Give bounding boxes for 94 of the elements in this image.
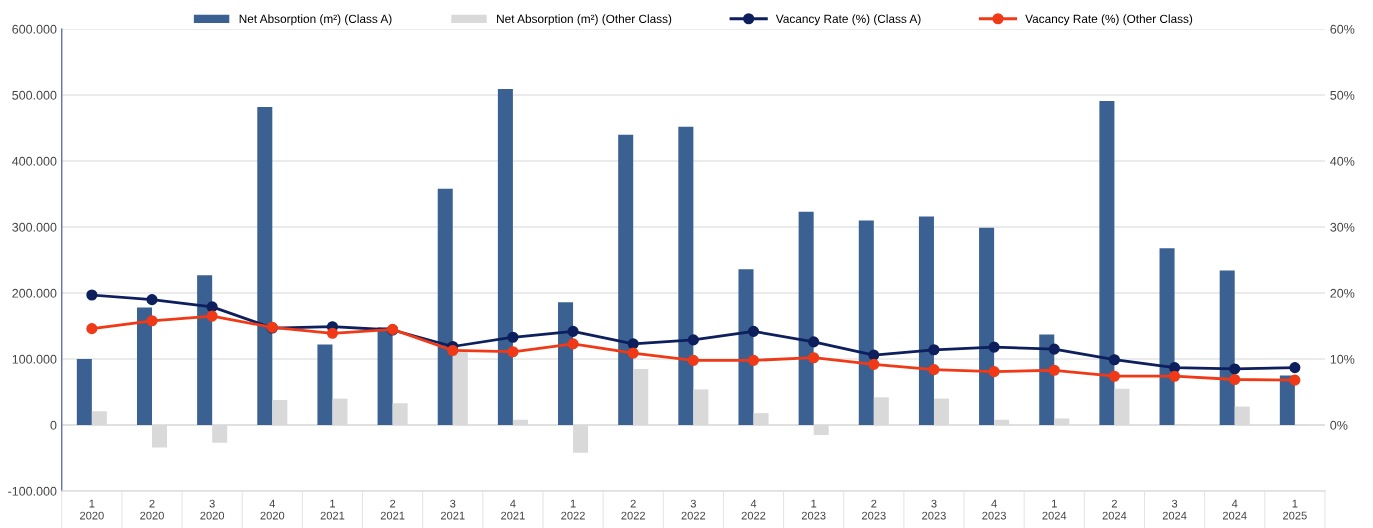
- x-tick-label: 2 2023: [862, 499, 886, 520]
- legend-label: Net Absorption (m²) (Class A): [239, 14, 392, 26]
- y-tick-label: 100.000: [12, 354, 57, 364]
- y-tick-label: 200.000: [12, 288, 57, 298]
- bar: [136, 307, 153, 426]
- point: [747, 325, 760, 337]
- point: [808, 336, 820, 348]
- y-tick-label: 600.000: [12, 24, 57, 34]
- point: [1229, 363, 1241, 375]
- bar: [1219, 270, 1235, 426]
- x-tick-label: 4 2024: [1222, 499, 1247, 520]
- y-tick-label: 500.000: [12, 90, 57, 100]
- bar: [1279, 375, 1295, 426]
- bar: [437, 188, 453, 426]
- legend-label: Vacancy Rate (%) (Class A): [775, 14, 921, 26]
- point: [1048, 343, 1060, 355]
- bar: [76, 359, 92, 426]
- bar: [317, 344, 333, 426]
- point: [146, 294, 158, 306]
- legend-label: Net Absorption (m²) (Other Class): [497, 14, 672, 26]
- y2-tick-label: 0%: [1330, 420, 1348, 430]
- bar: [678, 126, 694, 426]
- x-tick-label: 3 2024: [1162, 499, 1187, 520]
- bar: [257, 106, 273, 426]
- point: [86, 289, 98, 301]
- x-tick-label: 4 2020: [260, 499, 285, 520]
- point: [868, 358, 880, 370]
- point: [507, 331, 519, 343]
- y2-tick-label: 10%: [1330, 354, 1355, 364]
- point: [988, 366, 1000, 378]
- bar: [1099, 100, 1115, 426]
- point: [627, 347, 639, 359]
- x-tick-label: 4 2021: [501, 499, 525, 520]
- y2-tick-label: 20%: [1330, 288, 1355, 298]
- bar: [858, 220, 874, 426]
- x-tick-label: 1 2021: [320, 499, 345, 520]
- point: [627, 338, 639, 350]
- x-tick-label: 1 2024: [1042, 499, 1067, 520]
- x-tick-label: 2 2021: [380, 499, 405, 520]
- bar: [798, 211, 814, 426]
- point: [567, 338, 579, 350]
- x-tick-label: 3 2020: [200, 499, 225, 520]
- bar: [558, 302, 574, 426]
- point: [507, 346, 519, 358]
- point: [928, 364, 940, 376]
- point: [808, 352, 820, 364]
- point: [1229, 373, 1241, 386]
- x-tick-label: 3 2023: [922, 499, 946, 520]
- bar: [497, 89, 513, 426]
- point: [567, 325, 579, 337]
- y-tick-label: 300.000: [12, 222, 57, 232]
- x-tick-label: 3 2021: [440, 499, 465, 520]
- point: [1108, 354, 1120, 366]
- x-tick-label: 4 2022: [741, 499, 766, 520]
- point: [206, 310, 218, 322]
- point: [86, 323, 98, 335]
- point: [206, 301, 218, 313]
- bar: [918, 216, 934, 426]
- y2-tick-label: 30%: [1330, 222, 1355, 232]
- point: [928, 344, 940, 356]
- y2-tick-label: 40%: [1330, 156, 1355, 166]
- y2-tick-label: 50%: [1330, 90, 1355, 100]
- point: [988, 341, 1000, 353]
- x-tick-label: 2 2020: [140, 499, 164, 520]
- bar: [377, 327, 393, 426]
- y-tick-label: 400.000: [12, 156, 57, 166]
- x-tick-label: 3 2022: [681, 499, 706, 520]
- x-tick-label: 1 2025: [1283, 499, 1307, 520]
- bar: [738, 269, 754, 426]
- point: [1289, 362, 1301, 374]
- point: [1108, 370, 1120, 382]
- point: [447, 344, 459, 357]
- x-tick-label: 1 2023: [801, 499, 826, 520]
- bar: [618, 134, 634, 426]
- bar: [1159, 248, 1175, 426]
- y-tick-label: -100.000: [8, 486, 57, 496]
- point: [1048, 364, 1060, 376]
- point: [146, 315, 158, 327]
- x-tick-label: 2 2022: [621, 499, 646, 520]
- y-tick-label: 0: [50, 420, 57, 430]
- point: [326, 327, 339, 339]
- point: [747, 354, 760, 366]
- bar: [197, 275, 213, 426]
- point: [687, 334, 699, 346]
- point: [687, 354, 699, 366]
- point: [1169, 370, 1181, 382]
- legend-label: Vacancy Rate (%) (Other Class): [1025, 14, 1193, 26]
- x-tick-label: 2 2024: [1102, 499, 1127, 520]
- x-tick-label: 4 2023: [982, 499, 1006, 520]
- x-tick-label: 1 2020: [80, 499, 104, 520]
- x-tick-label: 1 2022: [561, 499, 585, 520]
- y2-tick-label: 60%: [1330, 24, 1355, 34]
- point: [1289, 374, 1301, 386]
- bar: [979, 227, 995, 426]
